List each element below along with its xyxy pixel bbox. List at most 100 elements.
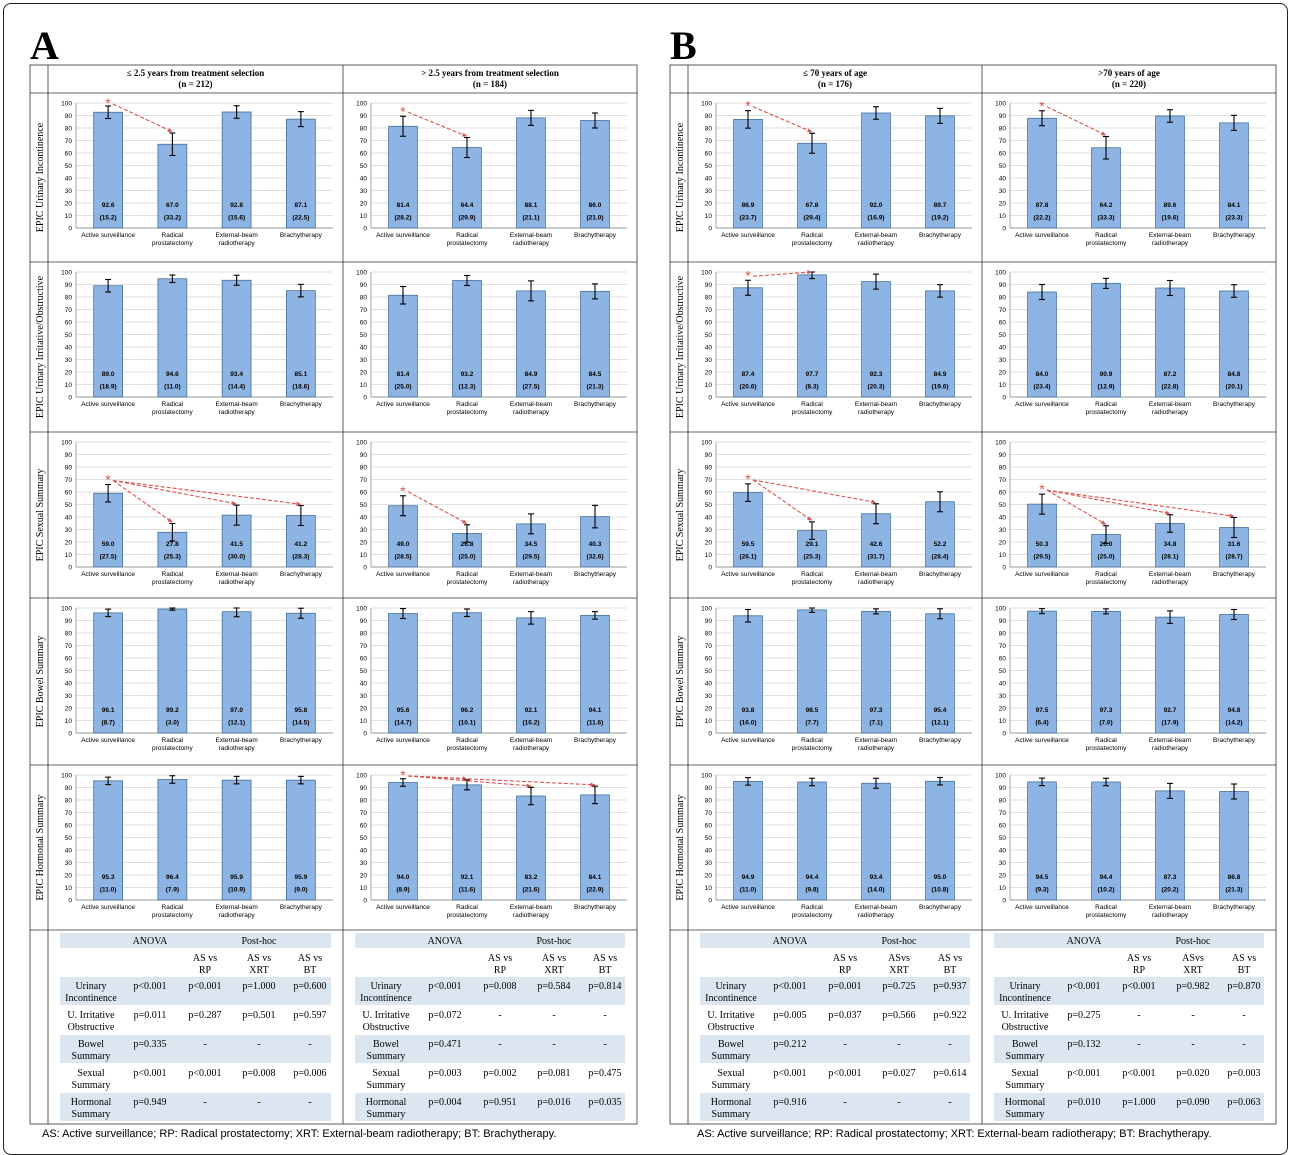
- sd-label: (14.5): [292, 719, 309, 726]
- table-cell: p=0.566: [882, 1010, 915, 1021]
- mean-label: 67.8: [806, 202, 819, 209]
- y-tick-label: 90: [999, 785, 1007, 792]
- table-header-band: [355, 933, 625, 948]
- y-tick-label: 20: [360, 706, 368, 713]
- mean-label: 95.9: [295, 874, 308, 881]
- bar: [580, 614, 610, 734]
- mean-label: 64.2: [1100, 202, 1113, 209]
- table-row-label: Hormonal: [71, 1097, 112, 1108]
- table-cell: p=0.982: [1176, 981, 1209, 992]
- mean-label: 95.0: [934, 874, 947, 881]
- y-tick-label: 20: [999, 706, 1007, 713]
- bar: [388, 782, 418, 901]
- y-tick-label: 20: [999, 540, 1007, 547]
- sd-label: (16.9): [868, 214, 885, 221]
- table-row-label: U. Irritative: [707, 1010, 755, 1021]
- table-cell: -: [1191, 1010, 1194, 1021]
- category-label: prostatectomy: [152, 240, 194, 247]
- sd-label: (10.9): [228, 886, 245, 893]
- table-header-band: [994, 933, 1264, 948]
- sd-label: (23.7): [740, 214, 757, 221]
- sd-label: (23.4): [1034, 383, 1051, 390]
- posthoc-subheader: BT: [599, 965, 612, 976]
- table-row-label: Incontinence: [999, 993, 1051, 1004]
- mean-label: 92.7: [1164, 707, 1177, 714]
- y-tick-label: 100: [356, 440, 367, 447]
- y-tick-label: 10: [65, 552, 73, 559]
- table-cell: -: [603, 1010, 606, 1021]
- bar: [861, 281, 891, 398]
- table-cell: p<0.001: [133, 1068, 166, 1079]
- arrow-head: [807, 270, 812, 275]
- y-tick-label: 60: [705, 656, 713, 663]
- table-cell: p=0.501: [242, 1010, 275, 1021]
- posthoc-subheader: AS vs: [938, 953, 962, 964]
- category-label: Active surveillance: [1015, 737, 1069, 744]
- y-tick-label: 10: [65, 718, 73, 725]
- sd-label: (15.6): [228, 214, 245, 221]
- bar: [925, 501, 955, 568]
- table-row-label: Hormonal: [711, 1097, 752, 1108]
- table-row-label: Summary: [367, 1080, 406, 1091]
- arrow-head: [462, 519, 467, 524]
- mean-label: 94.4: [806, 874, 819, 881]
- category-label: External-beam: [1149, 571, 1191, 578]
- bar: [580, 120, 610, 229]
- posthoc-subheader: XRT: [889, 965, 908, 976]
- category-label: radiotherapy: [1152, 912, 1189, 919]
- y-tick-label: 40: [65, 848, 73, 855]
- y-tick-label: 40: [360, 848, 368, 855]
- y-tick-label: 100: [356, 101, 367, 108]
- category-label: Radical: [1095, 737, 1117, 744]
- category-label: Brachytherapy: [574, 232, 617, 239]
- y-tick-label: 80: [999, 798, 1007, 805]
- mean-label: 87.4: [742, 371, 755, 378]
- y-tick-label: 20: [65, 201, 73, 208]
- category-label: Active surveillance: [721, 232, 775, 239]
- y-tick-label: 0: [68, 898, 72, 905]
- table-cell: -: [843, 1097, 846, 1108]
- anova-header: ANOVA: [133, 936, 169, 947]
- significance-arrow: [112, 480, 173, 523]
- category-label: Radical: [801, 904, 823, 911]
- y-tick-label: 0: [68, 731, 72, 738]
- posthoc-subheader: AS vs: [193, 953, 217, 964]
- sd-label: (26.1): [740, 553, 757, 560]
- sd-label: (7.9): [166, 886, 179, 893]
- row-label: EPIC Bowel Summary: [35, 636, 46, 728]
- y-tick-label: 20: [360, 540, 368, 547]
- mean-label: 64.4: [461, 202, 474, 209]
- table-row-label: Summary: [72, 1080, 111, 1091]
- y-tick-label: 20: [705, 873, 713, 880]
- category-label: External-beam: [510, 232, 552, 239]
- y-tick-label: 100: [995, 270, 1006, 277]
- category-label: Active surveillance: [81, 232, 135, 239]
- anova-header: ANOVA: [1067, 936, 1103, 947]
- bar: [797, 609, 827, 734]
- table-row-label: Sexual: [372, 1068, 399, 1079]
- y-tick-label: 70: [705, 477, 713, 484]
- y-tick-label: 80: [999, 126, 1007, 133]
- category-label: prostatectomy: [152, 409, 194, 416]
- row-label: EPIC Hormonal Summary: [35, 794, 46, 900]
- y-tick-label: 60: [705, 320, 713, 327]
- y-tick-label: 10: [705, 718, 713, 725]
- significance-star: *: [400, 103, 406, 119]
- y-tick-label: 0: [68, 565, 72, 572]
- table-row-label: Obstructive: [708, 1022, 755, 1033]
- y-tick-label: 80: [65, 295, 73, 302]
- bar: [797, 142, 827, 229]
- category-label: Brachytherapy: [1213, 401, 1256, 408]
- y-tick-label: 90: [360, 785, 368, 792]
- y-tick-label: 20: [999, 370, 1007, 377]
- sd-label: (27.5): [100, 553, 117, 560]
- y-tick-label: 80: [360, 631, 368, 638]
- posthoc-header: Post-hoc: [242, 936, 278, 947]
- bar: [452, 612, 482, 734]
- table-cell: -: [308, 1039, 311, 1050]
- bar-chart: 0 10 20 30 40 50 60 70 80 90 100 93.8 (16.0) Active s…: [701, 606, 972, 752]
- y-tick-label: 40: [65, 681, 73, 688]
- bar: [1027, 781, 1057, 901]
- mean-label: 94.1: [589, 707, 602, 714]
